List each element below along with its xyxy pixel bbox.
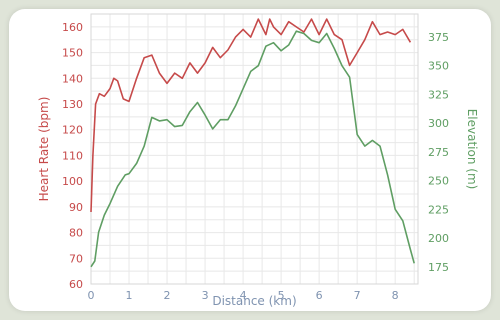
x-tick-label: 6 [316, 289, 323, 302]
y-right-tick-label: 200 [428, 232, 449, 245]
y-left-tick-label: 90 [69, 201, 83, 214]
grid-lines [90, 13, 419, 285]
x-tick-label: 4 [240, 289, 247, 302]
plot-frame [90, 13, 419, 285]
x-tick-label: 2 [164, 289, 171, 302]
x-tick-label: 3 [202, 289, 209, 302]
y-right-tick-label: 325 [428, 88, 449, 101]
y-left-tick-label: 110 [62, 149, 83, 162]
y-axis-right-label: Elevation (m) [465, 109, 479, 190]
y-left-tick-label: 130 [62, 98, 83, 111]
y-left-tick-label: 140 [62, 72, 83, 85]
y-left-tick-label: 120 [62, 124, 83, 137]
y-left-tick-label: 80 [69, 227, 83, 240]
x-tick-label: 5 [278, 289, 285, 302]
tick-labels: 0 1 2 3 4 5 6 7 8 60 70 80 90 100 110 120 130 140 150 160 17… [62, 21, 449, 302]
y-left-tick-label: 160 [62, 21, 83, 34]
y-right-tick-label: 275 [428, 146, 449, 159]
y-axis-left-label: Heart Rate (bpm) [37, 97, 51, 202]
y-right-tick-label: 375 [428, 31, 449, 44]
x-tick-label: 8 [392, 289, 399, 302]
x-tick-label: 0 [88, 289, 95, 302]
plot-area [90, 18, 415, 268]
y-left-tick-label: 70 [69, 252, 83, 265]
x-axis-label: Distance (km) [212, 294, 296, 308]
y-right-tick-label: 300 [428, 117, 449, 130]
x-tick-label: 1 [126, 289, 133, 302]
y-left-tick-label: 100 [62, 175, 83, 188]
series-line-heart-rate [90, 18, 412, 213]
y-right-tick-label: 250 [428, 175, 449, 188]
y-right-tick-label: 175 [428, 261, 449, 274]
y-right-tick-label: 350 [428, 60, 449, 73]
y-right-tick-label: 225 [428, 203, 449, 216]
y-left-tick-label: 150 [62, 47, 83, 60]
series-line-elevation [90, 30, 415, 268]
x-tick-label: 7 [354, 289, 361, 302]
chart-card [9, 9, 491, 311]
y-left-tick-label: 60 [69, 278, 83, 291]
